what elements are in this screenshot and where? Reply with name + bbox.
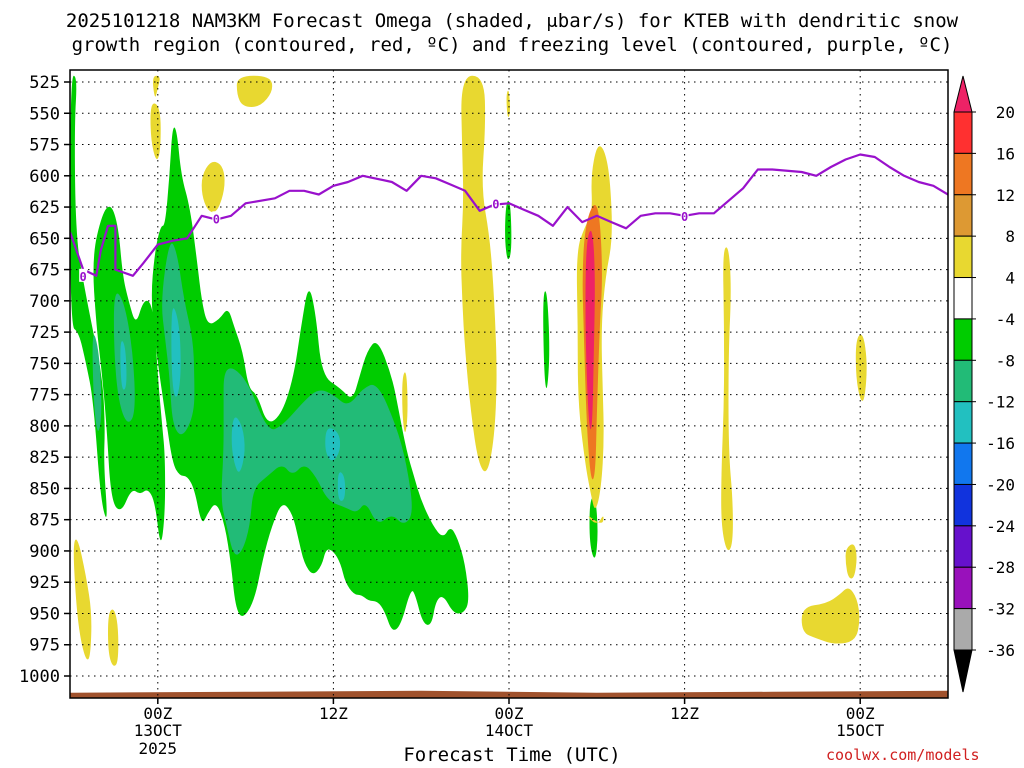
colorbar-label-0: 20 bbox=[996, 103, 1015, 122]
omega-region-21 bbox=[461, 75, 497, 472]
colorbar-swatch-5 bbox=[953, 318, 973, 361]
y-tick-label-750: 750 bbox=[29, 354, 60, 374]
omega-region-29 bbox=[585, 230, 595, 430]
y-tick-label-975: 975 bbox=[29, 636, 60, 656]
colorbar-label-12: -32 bbox=[986, 600, 1015, 619]
omega-region-25 bbox=[108, 609, 119, 666]
y-tick-label-575: 575 bbox=[29, 136, 60, 156]
omega-region-7 bbox=[171, 308, 181, 397]
omega-region-32 bbox=[801, 588, 860, 644]
colorbar-swatch-1 bbox=[953, 152, 973, 196]
omega-region-15 bbox=[543, 291, 550, 389]
y-tick-label-600: 600 bbox=[29, 167, 60, 187]
colorbar-swatch-3 bbox=[953, 235, 973, 279]
y-tick-label-850: 850 bbox=[29, 479, 60, 499]
colorbar-label-3: 8 bbox=[1005, 227, 1015, 246]
x-tick-year-6: 2025 bbox=[139, 739, 178, 758]
y-tick-label-550: 550 bbox=[29, 104, 60, 124]
colorbar-top-arrow bbox=[953, 75, 973, 113]
freezing-level-label-1: 0 bbox=[213, 212, 220, 226]
y-tick-label-525: 525 bbox=[29, 73, 60, 93]
omega-region-2 bbox=[151, 127, 469, 630]
colorbar-swatch-0 bbox=[953, 111, 973, 154]
y-tick-label-675: 675 bbox=[29, 261, 60, 281]
omega-region-31 bbox=[855, 334, 867, 401]
y-tick-label-800: 800 bbox=[29, 417, 60, 437]
y-tick-label-650: 650 bbox=[29, 229, 60, 249]
x-tick-label-54: 00Z bbox=[846, 704, 875, 723]
colorbar-label-13: -36 bbox=[986, 641, 1015, 660]
omega-region-30 bbox=[721, 247, 733, 551]
omega-region-11 bbox=[120, 341, 127, 390]
colorbar-swatch-9 bbox=[953, 483, 973, 527]
y-tick-label-775: 775 bbox=[29, 386, 60, 406]
colorbar-swatch-7 bbox=[953, 401, 973, 444]
colorbar-swatch-2 bbox=[953, 194, 973, 237]
omega-region-20 bbox=[201, 161, 225, 213]
omega-region-27 bbox=[588, 516, 604, 523]
colorbar-label-2: 12 bbox=[996, 186, 1015, 205]
freezing-label-bg-2 bbox=[491, 196, 500, 210]
freezing-level-label-0: 0 bbox=[80, 270, 87, 284]
colorbar-swatch-11 bbox=[953, 566, 973, 610]
freezing-level-label-3: 0 bbox=[681, 210, 688, 224]
omega-region-33 bbox=[845, 544, 857, 579]
x-tick-label-42: 12Z bbox=[670, 704, 699, 723]
omega-region-22 bbox=[506, 90, 510, 118]
y-tick-label-900: 900 bbox=[29, 542, 60, 562]
freezing-label-bg-3 bbox=[680, 208, 689, 222]
freezing-label-bg-1 bbox=[212, 211, 221, 225]
x-tick-date-6: 13OCT bbox=[134, 721, 183, 740]
chart-title-line2: growth region (contoured, red, ºC) and f… bbox=[71, 34, 953, 56]
omega-region-14 bbox=[505, 200, 512, 260]
x-axis-title: Forecast Time (UTC) bbox=[403, 744, 621, 766]
omega-region-16 bbox=[589, 497, 598, 558]
x-tick-label-18: 12Z bbox=[319, 704, 348, 723]
colorbar-swatch-6 bbox=[953, 359, 973, 403]
omega-region-17 bbox=[153, 75, 160, 97]
omega-region-9 bbox=[325, 428, 341, 461]
colorbar-label-9: -20 bbox=[986, 475, 1015, 494]
colorbar-bottom-arrow bbox=[953, 649, 973, 693]
omega-region-6 bbox=[221, 368, 412, 555]
colorbar-swatch-12 bbox=[953, 608, 973, 651]
y-tick-label-875: 875 bbox=[29, 511, 60, 531]
x-tick-date-30: 14OCT bbox=[485, 721, 534, 740]
colorbar-label-11: -28 bbox=[986, 558, 1015, 577]
chart-title-line1: 2025101218 NAM3KM Forecast Omega (shaded… bbox=[65, 10, 959, 32]
colorbar-label-6: -8 bbox=[996, 351, 1015, 370]
y-tick-label-950: 950 bbox=[29, 604, 60, 624]
y-tick-label-700: 700 bbox=[29, 292, 60, 312]
y-tick-label-625: 625 bbox=[29, 198, 60, 218]
y-tick-label-825: 825 bbox=[29, 448, 60, 468]
x-tick-label-6: 00Z bbox=[143, 704, 172, 723]
colorbar-label-7: -12 bbox=[986, 393, 1015, 412]
x-tick-date-54: 15OCT bbox=[836, 721, 885, 740]
freezing-label-bg-0 bbox=[79, 268, 88, 282]
credit-text: coolwx.com/models bbox=[826, 746, 980, 764]
colorbar-label-10: -24 bbox=[986, 517, 1015, 536]
omega-region-8 bbox=[231, 417, 245, 472]
x-tick-label-30: 00Z bbox=[495, 704, 524, 723]
colorbar-swatch-4 bbox=[953, 277, 973, 320]
y-tick-label-925: 925 bbox=[29, 573, 60, 593]
colorbar-label-5: -4 bbox=[996, 310, 1015, 329]
colorbar-label-4: 4 bbox=[1005, 269, 1015, 288]
y-tick-label-1000: 1000 bbox=[19, 667, 60, 687]
omega-region-4 bbox=[92, 335, 102, 431]
y-tick-label-725: 725 bbox=[29, 323, 60, 343]
colorbar-swatch-8 bbox=[953, 442, 973, 485]
omega-region-18 bbox=[150, 103, 161, 160]
colorbar-label-1: 16 bbox=[996, 144, 1015, 163]
omega-region-23 bbox=[402, 372, 408, 433]
colorbar-label-8: -16 bbox=[986, 434, 1015, 453]
colorbar-swatch-10 bbox=[953, 525, 973, 568]
omega-region-19 bbox=[236, 75, 273, 107]
omega-region-24 bbox=[73, 539, 92, 660]
freezing-level-label-2: 0 bbox=[492, 197, 499, 211]
omega-region-10 bbox=[337, 472, 346, 501]
